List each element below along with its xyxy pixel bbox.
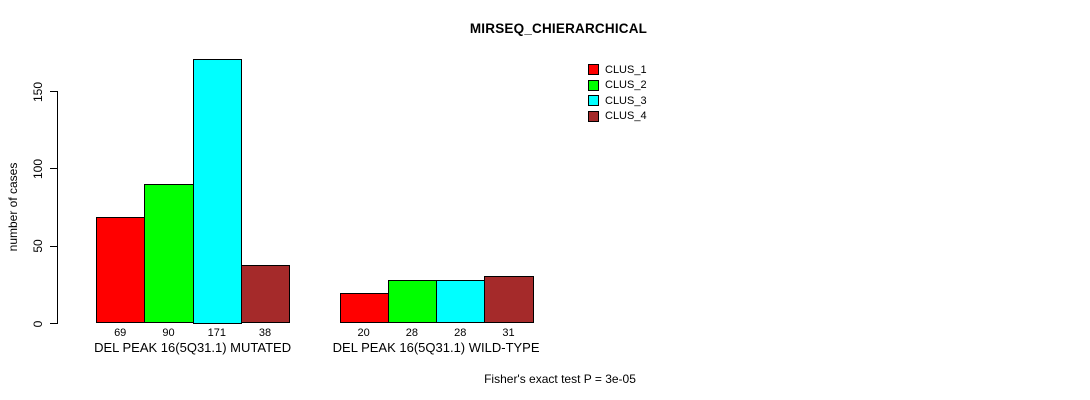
legend-label: CLUS_4	[605, 110, 647, 123]
bar-value-label: 171	[207, 327, 226, 339]
bar-value-label: 31	[502, 327, 515, 339]
bar-clus_1-group2	[339, 292, 389, 324]
y-axis-tick	[50, 91, 58, 92]
bar-value-label: 38	[258, 327, 272, 339]
legend: CLUS_1 CLUS_2 CLUS_3 CLUS_4	[588, 62, 647, 124]
y-axis-tick-label: 150	[31, 81, 45, 102]
legend-entry-clus_3: CLUS_3	[588, 93, 647, 109]
legend-entry-clus_4: CLUS_4	[588, 109, 647, 125]
legend-label: CLUS_3	[605, 94, 647, 107]
legend-label: CLUS_2	[605, 79, 647, 92]
x-category-label: DEL PEAK 16(5Q31.1) WILD-TYPE	[332, 340, 540, 355]
y-axis-tick-label: 50	[31, 239, 45, 253]
legend-swatch-clus_3	[588, 95, 599, 107]
bar-value-label: 69	[114, 327, 127, 339]
legend-swatch-clus_2	[588, 79, 599, 91]
bar-clus_3-group1	[192, 59, 242, 324]
bar-value-label: 20	[357, 327, 370, 339]
bar-clus_4-group2	[484, 275, 534, 324]
bar-clus_2-group2	[387, 280, 438, 324]
bar-clus_1-group1	[96, 216, 146, 324]
bar-value-label: 90	[162, 327, 175, 339]
bar-clus_2-group1	[144, 184, 194, 324]
x-category-label: DEL PEAK 16(5Q31.1) MUTATED	[94, 340, 292, 355]
bar-clus_3-group2	[436, 280, 486, 324]
y-axis-tick	[50, 245, 58, 247]
bar-value-label: 28	[454, 327, 467, 339]
bar-clus_4-group1	[240, 264, 291, 324]
chart-title: MIRSEQ_CHIERARCHICAL	[469, 21, 648, 36]
legend-label: CLUS_1	[605, 63, 647, 76]
y-axis-tick	[50, 323, 58, 324]
y-axis-line	[57, 91, 58, 324]
legend-entry-clus_2: CLUS_2	[588, 78, 647, 94]
y-axis-tick-label: 0	[31, 320, 45, 327]
y-axis-tick	[50, 168, 58, 170]
legend-swatch-clus_1	[588, 64, 599, 76]
y-axis-tick-label: 100	[31, 158, 45, 179]
y-axis-label: number of cases	[6, 162, 20, 252]
legend-swatch-clus_4	[588, 110, 599, 122]
stat-test-caption: Fisher's exact test P = 3e-05	[484, 372, 636, 386]
legend-entry-clus_1: CLUS_1	[588, 62, 647, 78]
bar-value-label: 28	[405, 327, 419, 339]
